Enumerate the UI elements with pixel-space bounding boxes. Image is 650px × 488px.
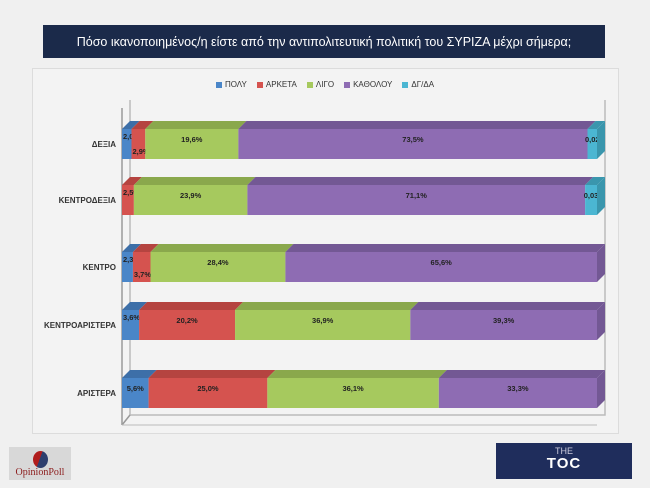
bar-segment bbox=[131, 129, 146, 159]
legend-label: ΛΙΓΟ bbox=[315, 80, 335, 89]
bar-side bbox=[597, 370, 605, 408]
bar-segment-top bbox=[148, 370, 276, 378]
thetoc-logo: THE TOC bbox=[496, 443, 632, 479]
bar-segment bbox=[587, 129, 597, 159]
legend-label: ΚΑΘΟΛΟΥ bbox=[353, 80, 393, 89]
data-label: 2,9% bbox=[133, 147, 150, 156]
bar-segment bbox=[438, 378, 597, 408]
bar-side bbox=[597, 302, 605, 340]
data-label: 65,6% bbox=[431, 258, 453, 267]
bar-segment-top bbox=[587, 121, 605, 129]
opinionpoll-logo-text: OpinionPoll bbox=[15, 467, 65, 478]
bar-segment bbox=[132, 252, 151, 282]
bar-segment-top bbox=[131, 121, 154, 129]
bar-segment-top bbox=[139, 302, 244, 310]
bar-segment bbox=[122, 310, 140, 340]
data-label: 39,3% bbox=[493, 316, 515, 325]
axis-floor-edge bbox=[121, 414, 131, 426]
data-label: 28,4% bbox=[207, 258, 229, 267]
bar-segment-top bbox=[150, 244, 294, 252]
legend-swatch bbox=[306, 81, 313, 88]
bar-segment bbox=[148, 378, 268, 408]
bar-segment bbox=[150, 252, 286, 282]
bar-segment bbox=[133, 185, 248, 215]
bar-segment-top bbox=[122, 244, 141, 252]
thetoc-logo-main: TOC bbox=[546, 455, 582, 472]
legend-item: ΑΡΚΕΤΑ bbox=[256, 80, 297, 89]
bar-segment-top bbox=[122, 177, 142, 185]
logo-circle-icon bbox=[33, 451, 48, 468]
data-label: 71,1% bbox=[406, 191, 428, 200]
bar-segment bbox=[285, 252, 597, 282]
bar-side bbox=[597, 121, 605, 159]
bar-segment-top bbox=[122, 370, 157, 378]
legend-swatch bbox=[256, 81, 263, 88]
bar-segment-top bbox=[122, 302, 148, 310]
bar-segment-top bbox=[438, 370, 605, 378]
data-label: 19,6% bbox=[181, 135, 203, 144]
opinionpoll-logo: OpinionPoll bbox=[9, 447, 71, 480]
thetoc-logo-top: THE bbox=[555, 446, 573, 456]
legend-swatch bbox=[344, 81, 351, 88]
legend-label: ΑΡΚΕΤΑ bbox=[265, 80, 297, 89]
bar-segment bbox=[235, 310, 411, 340]
category-label: ΚΕΝΤΡΟΔΕΞΙΑ bbox=[59, 196, 117, 205]
data-label: 3,7% bbox=[134, 270, 151, 279]
data-label: 36,9% bbox=[312, 316, 334, 325]
category-label: ΚΕΝΤΡΟ bbox=[83, 263, 116, 272]
bar-segment bbox=[122, 129, 132, 159]
data-label: 23,9% bbox=[180, 191, 202, 200]
category-label: ΔΕΞΙΑ bbox=[92, 140, 116, 149]
category-label: ΚΕΝΤΡΟΑΡΙΣΤΕΡΑ bbox=[44, 321, 116, 330]
legend-swatch bbox=[215, 81, 222, 88]
bar-segment bbox=[122, 378, 149, 408]
data-label: 73,5% bbox=[402, 135, 424, 144]
bar-segment-top bbox=[132, 244, 159, 252]
bar-segment bbox=[145, 129, 239, 159]
data-label: 33,3% bbox=[507, 384, 529, 393]
data-label: 36,1% bbox=[342, 384, 364, 393]
bar-side bbox=[597, 177, 605, 215]
bar-segment-top bbox=[145, 121, 247, 129]
bar-segment-top bbox=[410, 302, 605, 310]
bar-segment bbox=[267, 378, 439, 408]
bar-segment bbox=[122, 252, 133, 282]
data-label: 20,2% bbox=[176, 316, 198, 325]
bar-segment bbox=[139, 310, 236, 340]
bar-segment-top bbox=[247, 177, 594, 185]
legend-swatch bbox=[402, 81, 409, 88]
bar-segment-top bbox=[133, 177, 256, 185]
category-label: ΑΡΙΣΤΕΡΑ bbox=[77, 389, 116, 398]
data-label: 2,3% bbox=[123, 255, 140, 264]
data-label: 25,0% bbox=[197, 384, 219, 393]
bar-segment-top bbox=[238, 121, 596, 129]
bar-segment bbox=[585, 185, 597, 215]
bar-side bbox=[597, 244, 605, 282]
data-label: 5,6% bbox=[127, 384, 144, 393]
bar-segment bbox=[410, 310, 597, 340]
bar-segment-top bbox=[585, 177, 605, 185]
legend: ΠΟΛΥ ΑΡΚΕΤΑ ΛΙΓΟ ΚΑΘΟΛΟΥ ΔΓ/ΔΑ bbox=[0, 80, 650, 89]
bar-segment bbox=[122, 185, 134, 215]
bar-segment-top bbox=[235, 302, 419, 310]
legend-item: ΔΓ/ΔΑ bbox=[402, 80, 434, 89]
bar-segment-top bbox=[285, 244, 605, 252]
data-label: 2,5% bbox=[123, 188, 140, 197]
bar-segment-top bbox=[267, 370, 447, 378]
legend-item: ΛΙΓΟ bbox=[306, 80, 335, 89]
data-label: 3,6% bbox=[123, 313, 140, 322]
chart-title: Πόσο ικανοποιημένος/η είστε από την αντι… bbox=[43, 25, 605, 58]
bar-segment bbox=[247, 185, 586, 215]
bar-segment bbox=[238, 129, 588, 159]
bar-segment-top bbox=[122, 121, 140, 129]
legend-label: ΔΓ/ΔΑ bbox=[411, 80, 435, 89]
legend-item: ΠΟΛΥ bbox=[215, 80, 247, 89]
data-label: 0,03 bbox=[584, 191, 599, 200]
legend-item: ΚΑΘΟΛΟΥ bbox=[344, 80, 392, 89]
data-label: 0,02 bbox=[585, 135, 600, 144]
legend-label: ΠΟΛΥ bbox=[224, 80, 247, 89]
